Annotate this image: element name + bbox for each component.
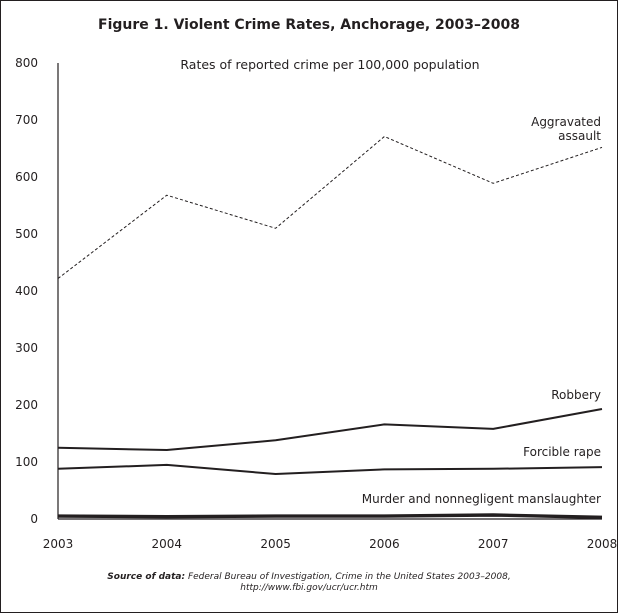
chart-subtitle: Rates of reported crime per 100,000 popu… <box>180 57 479 72</box>
y-tick-label: 600 <box>15 170 38 184</box>
series-label-aggravated-assault: Aggravated assault <box>531 115 601 143</box>
x-tick-label: 2005 <box>260 537 291 551</box>
source-label: Source of data: <box>107 572 186 582</box>
source-text: Federal Bureau of Investigation, Crime i… <box>185 572 511 582</box>
series-line-aggravated-assault <box>57 136 603 279</box>
series-label-robbery: Robbery <box>551 388 601 402</box>
series-label-forcible-rape: Forcible rape <box>523 445 601 459</box>
series-line-robbery <box>57 408 603 451</box>
axis-ticks: 0 100 200 300 400 500 600 700 800 2003 2004 2005 200… <box>15 56 617 551</box>
y-tick-label: 700 <box>15 113 38 127</box>
y-tick-label: 0 <box>30 512 38 526</box>
series-line-forcible-rape <box>57 463 603 475</box>
source-note: Source of data: Federal Bureau of Invest… <box>0 572 618 594</box>
series-labels: Aggravated assault Robbery Forcible rape Mur… <box>362 115 602 506</box>
series-lines <box>57 136 603 519</box>
source-url: http://www.fbi.gov/ucr/ucr.htm <box>240 583 378 593</box>
x-tick-label: 2008 <box>587 537 618 551</box>
x-tick-label: 2004 <box>152 537 183 551</box>
x-tick-label: 2003 <box>43 537 74 551</box>
y-tick-label: 100 <box>15 455 38 469</box>
x-tick-label: 2006 <box>369 537 400 551</box>
y-tick-label: 800 <box>15 56 38 70</box>
series-line-murder-and-nonnegligent-manslaughter <box>57 513 603 519</box>
y-tick-label: 200 <box>15 398 38 412</box>
x-tick-label: 2007 <box>478 537 509 551</box>
y-tick-label: 400 <box>15 284 38 298</box>
series-label-murder-and-nonnegligent-manslaughter: Murder and nonnegligent manslaughter <box>362 492 601 506</box>
chart-title: Figure 1. Violent Crime Rates, Anchorage… <box>98 17 520 33</box>
y-tick-label: 500 <box>15 227 38 241</box>
y-tick-label: 300 <box>15 341 38 355</box>
